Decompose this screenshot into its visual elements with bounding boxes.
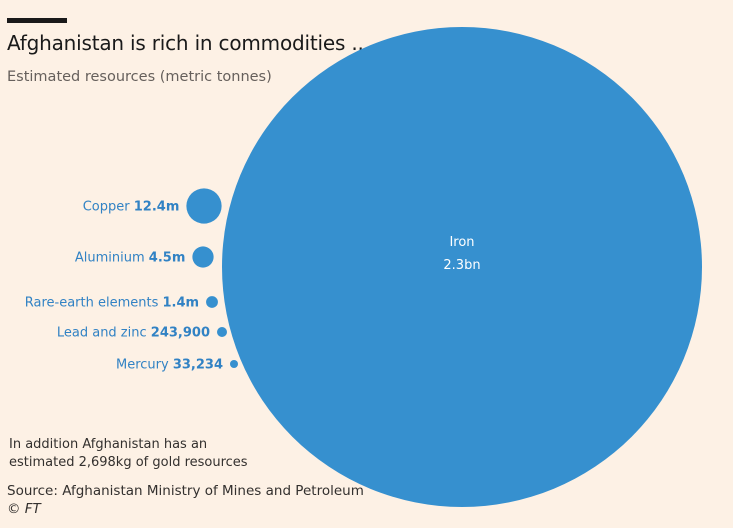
label-name: Mercury [116,358,173,373]
ft-credit: © FT [7,501,41,517]
label-iron-value: 2.3bn [443,258,480,273]
label-rare-earth-elements: Rare-earth elements 1.4m [25,296,199,311]
label-value: 33,234 [173,358,223,373]
label-value: 4.5m [149,251,186,266]
label-mercury: Mercury 33,234 [116,358,223,373]
source-text: Source: Afghanistan Ministry of Mines an… [7,483,364,499]
label-aluminium: Aluminium 4.5m [75,251,185,266]
bubble-mercury [230,360,238,368]
label-value: 1.4m [163,296,200,311]
label-name: Rare-earth elements [25,296,163,311]
label-name: Lead and zinc [57,326,151,341]
label-name: Aluminium [75,251,149,266]
bubble-lead-and-zinc [217,327,227,337]
chart-subtitle: Estimated resources (metric tonnes) [7,69,272,85]
label-value: 12.4m [134,200,180,215]
gold-note: In addition Afghanistan has an estimated… [9,437,248,470]
source-block: Source: Afghanistan Ministry of Mines an… [7,482,364,518]
label-name: Copper [83,200,134,215]
bubble-rare-earth-elements [206,296,218,308]
chart-title: Afghanistan is rich in commodities ... [7,31,370,55]
bubble-aluminium [192,246,214,268]
label-value: 243,900 [151,326,210,341]
label-iron-name: Iron [449,235,474,250]
label-lead-and-zinc: Lead and zinc 243,900 [57,326,210,341]
label-copper: Copper 12.4m [83,200,180,215]
bubble-copper [186,188,222,224]
header-rule [7,18,67,23]
bubble-iron [222,27,702,507]
